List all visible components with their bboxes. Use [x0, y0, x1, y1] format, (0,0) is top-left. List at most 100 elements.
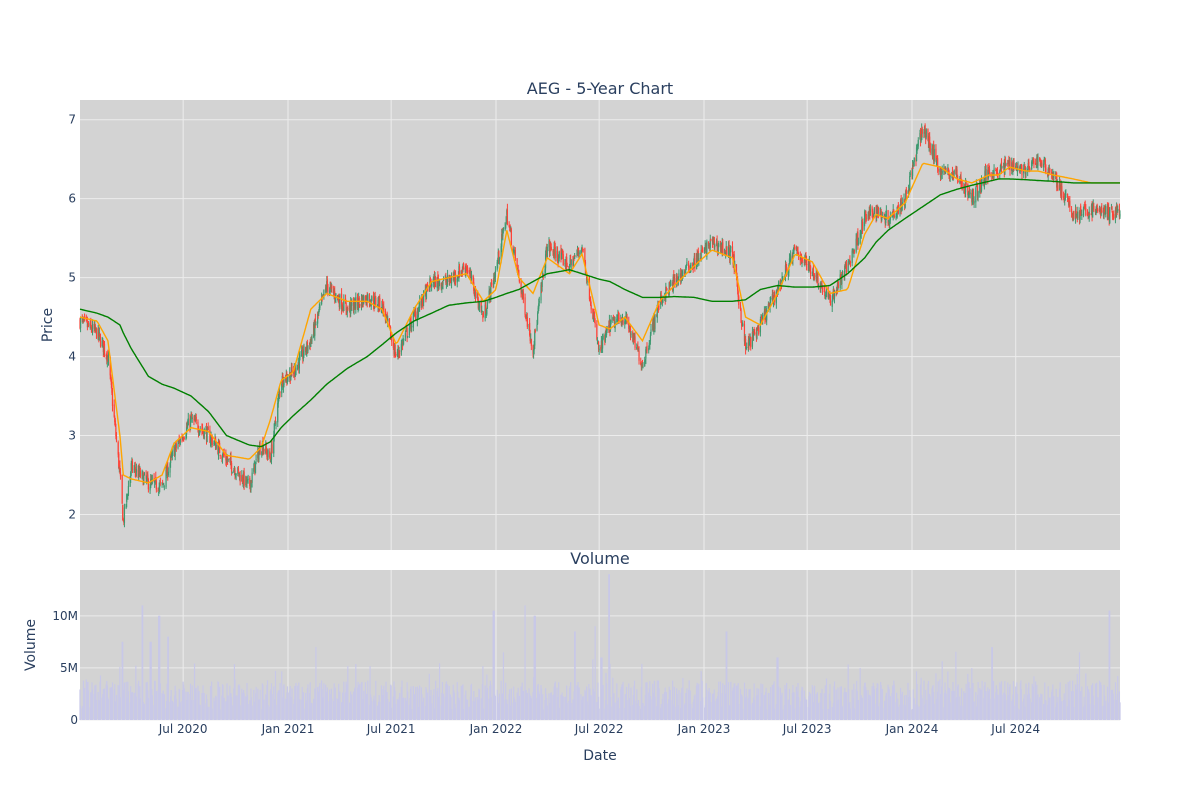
volume-bar — [853, 708, 856, 720]
volume-bar — [821, 708, 824, 720]
volume-bar — [925, 699, 927, 720]
candle-body — [637, 346, 639, 351]
candle-body — [82, 320, 85, 322]
candle-body — [394, 344, 396, 356]
candle-body — [1079, 207, 1081, 220]
candle-body — [620, 321, 622, 325]
volume-bar — [833, 681, 836, 720]
volume-bar — [1017, 708, 1019, 720]
volume-bar — [279, 683, 281, 720]
volume-bar — [912, 689, 914, 720]
candle-body — [122, 504, 124, 521]
candle-body — [477, 293, 479, 301]
candle-body — [809, 260, 811, 268]
candle-body — [146, 477, 148, 481]
candle-body — [770, 297, 772, 301]
volume-bar — [1037, 694, 1039, 720]
candle-body — [400, 343, 403, 353]
volume-bar — [458, 700, 461, 720]
candle-body — [239, 474, 241, 482]
volume-bar — [1049, 697, 1051, 720]
volume-bar — [355, 664, 357, 720]
candle-body — [1031, 161, 1033, 170]
volume-bar — [979, 688, 981, 720]
volume-bar — [538, 693, 540, 720]
volume-bar — [462, 684, 464, 720]
candle-body — [262, 449, 265, 455]
candle-body — [1032, 158, 1034, 162]
candle-body — [490, 282, 492, 300]
candle-body — [303, 346, 305, 356]
volume-bar — [654, 696, 656, 720]
candle-body — [509, 227, 511, 230]
volume-bar — [95, 699, 98, 720]
candle-body — [792, 252, 794, 262]
volume-bar — [577, 681, 579, 720]
candle-body — [1111, 206, 1113, 210]
volume-bar — [916, 683, 918, 720]
volume-bar — [315, 647, 317, 720]
candle-body — [967, 184, 969, 196]
volume-bar — [749, 688, 751, 720]
volume-bar — [517, 687, 519, 720]
candle-body — [391, 336, 393, 342]
price-tick-label: 4 — [68, 350, 76, 364]
candle-body — [904, 203, 906, 208]
candle-body — [656, 305, 658, 318]
volume-bar — [281, 671, 283, 720]
volume-bar — [550, 692, 552, 720]
candle-body — [927, 128, 929, 141]
candle-body — [688, 263, 690, 268]
volume-bar — [1069, 680, 1071, 720]
candle-body — [848, 259, 850, 265]
candle-body — [1065, 193, 1067, 195]
candle-body — [833, 292, 836, 299]
volume-bar — [367, 680, 369, 720]
price-y-ticks: 2 3 4 5 6 7 — [68, 113, 76, 522]
volume-bar — [167, 636, 169, 720]
volume-bar — [594, 626, 596, 720]
candle-body — [310, 340, 312, 347]
candle-body — [1035, 162, 1037, 165]
volume-bar — [590, 695, 592, 720]
volume-bar — [1117, 676, 1119, 720]
candle-body — [971, 193, 974, 204]
candle-body — [694, 258, 696, 268]
candle-body — [953, 173, 955, 176]
candle-body — [965, 182, 967, 185]
candle-body — [972, 191, 975, 203]
candle-body — [873, 207, 875, 214]
volume-bar — [949, 702, 951, 720]
volume-bar — [997, 694, 999, 720]
candle-body — [666, 289, 668, 291]
candle-body — [461, 270, 463, 272]
volume-bar — [154, 680, 156, 720]
candle-body — [444, 276, 446, 278]
candle-body — [752, 331, 755, 337]
candle-body — [735, 264, 738, 276]
volume-bar — [941, 661, 943, 720]
volume-bar — [139, 698, 142, 720]
candle-body — [953, 170, 955, 174]
candle-body — [605, 331, 608, 335]
volume-bar — [171, 700, 173, 720]
volume-bar — [145, 682, 147, 720]
candle-body — [896, 207, 898, 218]
candle-body — [733, 254, 735, 270]
candle-body — [546, 246, 548, 258]
volume-bar — [897, 706, 899, 720]
volume-bar — [786, 682, 788, 720]
candle-body — [423, 290, 425, 303]
candle-body — [712, 238, 714, 244]
volume-bar — [1016, 693, 1019, 720]
price-tick-label: 7 — [68, 113, 76, 127]
candle-body — [1117, 209, 1119, 212]
candle-body — [315, 324, 317, 325]
volume-bar — [151, 695, 153, 720]
candle-body — [650, 329, 652, 334]
volume-bar — [630, 687, 632, 720]
candle-body — [295, 367, 297, 375]
volume-bar — [1097, 697, 1099, 720]
candle-body — [917, 147, 919, 148]
candle-body — [277, 402, 279, 423]
